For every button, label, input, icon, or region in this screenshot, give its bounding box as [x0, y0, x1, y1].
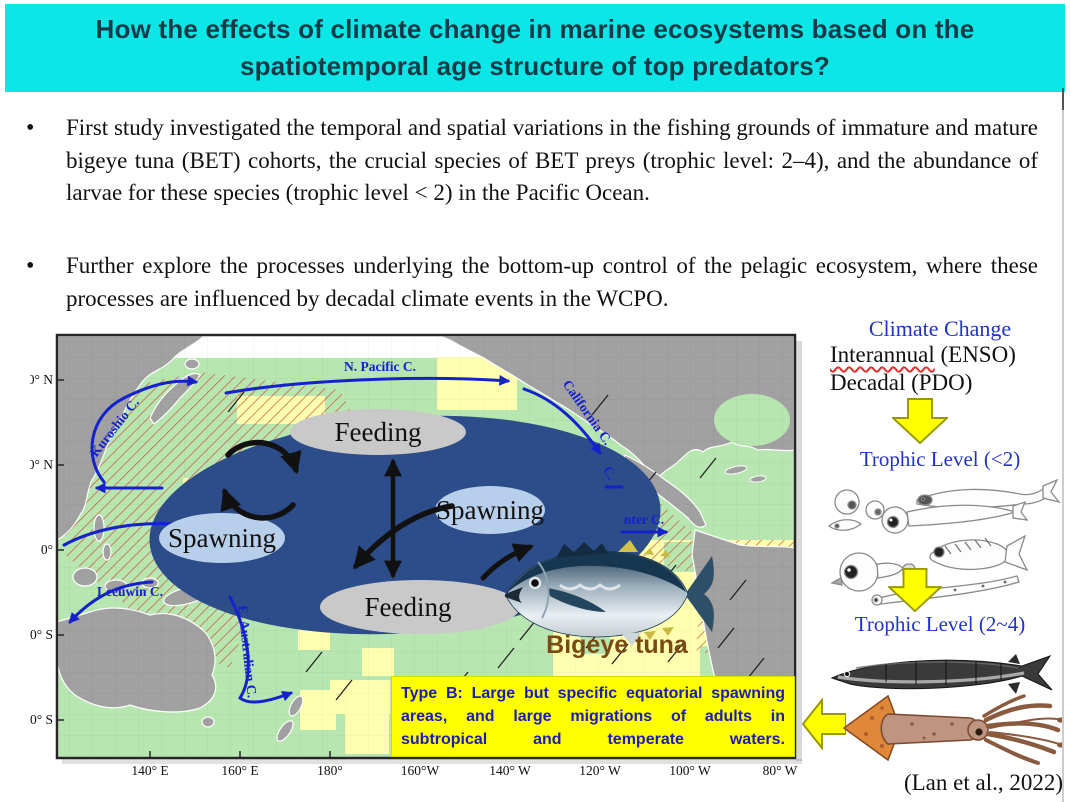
- california-current-path: [522, 387, 602, 455]
- y-tick-40n: 40° N: [30, 372, 53, 387]
- decadal-label: Decadal (PDO): [830, 370, 973, 395]
- y-tick-40s: 40° S: [30, 712, 53, 727]
- feeding-north-label: Feeding: [335, 417, 422, 447]
- bigeye-tuna-illustration: [505, 540, 714, 646]
- bullet-text-1: First study investigated the temporal an…: [66, 115, 1038, 205]
- feeding-south-label: Feeding: [365, 592, 452, 622]
- bullet-item-1: • First study investigated the temporal …: [26, 112, 1038, 210]
- spawning-west-label: Spawning: [168, 523, 276, 553]
- y-tick-20n: 20° N: [30, 457, 53, 472]
- bullet-marker: •: [26, 115, 35, 141]
- x-tick-100w: 100° W: [669, 763, 711, 778]
- trophic-level-low-label: Trophic Level (<2): [859, 447, 1021, 471]
- map-frame: [55, 333, 797, 760]
- leeuwin-current-label: Leeuwin C.: [97, 584, 163, 599]
- x-tick-80w: 80° W: [763, 763, 798, 778]
- arrow-down-1-icon: [892, 398, 948, 444]
- map-shadow-bottom: [62, 759, 802, 764]
- bullet-marker: •: [26, 253, 35, 279]
- callout-box: Type B: Large but specific equatorial sp…: [391, 676, 795, 757]
- x-tick-160w: 160°W: [401, 763, 440, 778]
- slide-title-line2: spatiotemporal age structure of top pred…: [240, 51, 830, 81]
- interannual-word: Interannual: [830, 342, 935, 367]
- spawn-to-feed-arrow: [353, 503, 455, 570]
- bullet-item-2: • Further explore the processes underlyi…: [26, 250, 1038, 315]
- feeding-north-zone: [290, 409, 466, 455]
- arrow-down-2-icon: [888, 568, 942, 612]
- tuna-arrow: [480, 543, 534, 581]
- north-pacific-current-path: [224, 375, 511, 395]
- header-banner: How the effects of climate change in mar…: [5, 4, 1065, 92]
- spawning-west-zone: [159, 513, 285, 563]
- interannual-rest: (ENSO): [934, 342, 1016, 367]
- migration-arrows: [220, 439, 534, 581]
- north-pacific-current-label: N. Pacific C.: [344, 359, 416, 374]
- spawning-central-label: Spawning: [436, 495, 544, 525]
- california-current-label-tail: C.: [600, 463, 620, 482]
- east-australian-current-path: [228, 595, 294, 704]
- arrow-left-icon: [802, 698, 846, 750]
- x-tick-140w: 140° W: [489, 763, 531, 778]
- saury-illustration: [830, 654, 1053, 694]
- axis-labels: 40° N 20° N 0° 20° S 40° S 140° E 160° E…: [30, 372, 798, 778]
- interannual-label: Interannual (ENSO): [830, 342, 1016, 368]
- x-tick-160e: 160° E: [221, 763, 258, 778]
- counter-current-label: nter C.: [624, 512, 664, 527]
- kuroshio-current-path: [90, 375, 199, 484]
- cycle-arrow-up: [225, 439, 302, 475]
- ocean-currents: [62, 375, 669, 704]
- climate-change-heading: Climate Change: [868, 316, 1012, 341]
- leeuwin-current-path: [68, 580, 154, 624]
- trophic-level-mid-label: Trophic Level (2~4): [854, 612, 1026, 636]
- right-edge-line: [1062, 110, 1064, 802]
- feeding-south-zone: [320, 580, 520, 634]
- map-content: N. Pacific C. Kuroshio C. California C. …: [58, 336, 794, 757]
- y-tick-20s: 20° S: [30, 627, 53, 642]
- slide-title-line1: How the effects of climate change in mar…: [95, 14, 975, 44]
- x-tick-180: 180°: [317, 763, 343, 778]
- squid-illustration: [842, 694, 1064, 765]
- map-shadow: [796, 341, 802, 761]
- right-edge-mark: [1062, 88, 1064, 112]
- pacific-map-figure: N. Pacific C. Kuroshio C. California C. …: [30, 333, 802, 778]
- x-tick-140e: 140° E: [131, 763, 168, 778]
- cycle-arrow-down: [220, 487, 296, 521]
- spawning-central-zone: [435, 486, 545, 534]
- y-tick-0: 0°: [41, 542, 53, 557]
- slide-title: How the effects of climate change in mar…: [96, 11, 975, 85]
- callout-text: Type B: Large but specific equatorial sp…: [401, 685, 785, 748]
- bullet-text-2: Further explore the processes underlying…: [66, 253, 1038, 311]
- citation-label: (Lan et al., 2022): [903, 770, 1063, 795]
- x-tick-120w: 120° W: [579, 763, 621, 778]
- bigeye-tuna-label: Bigeye tuna: [546, 631, 689, 659]
- life-cycle-zones: Feeding Spawning Spawning Feeding: [159, 409, 545, 634]
